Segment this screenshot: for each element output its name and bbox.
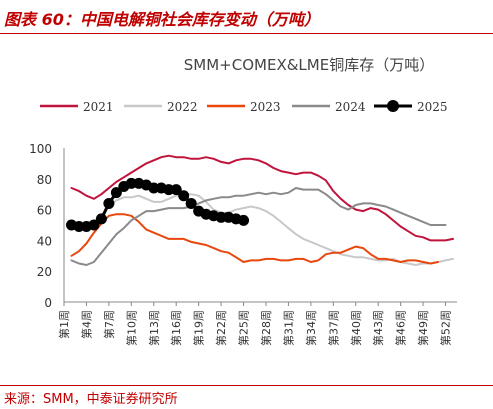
x-tick-label: 第46周: [394, 310, 408, 346]
source-note: 来源：SMM，中泰证券研究所: [4, 392, 178, 407]
y-tick-label: 80: [37, 173, 52, 187]
legend: 2021 2022 2023 2024 2025: [40, 100, 448, 114]
copper-inventory-line-chart: SMM+COMEX&LME铜库存（万吨） 2021 2022 2023 2024 202…: [29, 56, 457, 346]
data-point-2025: [178, 190, 190, 202]
x-tick-label: 第4周: [79, 310, 93, 339]
data-point-2025: [238, 214, 250, 226]
x-tick-label: 第43周: [371, 310, 385, 346]
x-tick-label: 第25周: [237, 310, 251, 346]
y-tick-label: 100: [29, 142, 52, 156]
legend-label-2022: 2022: [167, 100, 198, 114]
series-line-2023: [70, 213, 439, 265]
y-tick-label: 60: [37, 204, 52, 218]
legend-label-2024: 2024: [335, 100, 366, 114]
chart-title: SMM+COMEX&LME铜库存（万吨）: [184, 56, 434, 74]
x-tick-label: 第52周: [439, 310, 453, 346]
x-tick-label: 第34周: [304, 310, 318, 346]
x-tick-label: 第13周: [147, 310, 161, 346]
y-tick-label: 0: [44, 296, 52, 310]
legend-label-2023: 2023: [250, 100, 281, 114]
source-divider: [0, 385, 493, 386]
x-tick-label: 第49周: [416, 310, 430, 346]
x-tick-label: 第10周: [124, 310, 138, 346]
x-tick-label: 第16周: [169, 310, 183, 346]
data-point-2025: [170, 184, 182, 196]
x-tick-label: 第28周: [259, 310, 273, 346]
x-tick-label: 第7周: [102, 310, 116, 339]
title-divider: [0, 33, 493, 34]
axes: 0 20 40 60 80 100 第1周 第4周 第7周 第10周 第13周 第16周 第19周 第22…: [29, 142, 457, 346]
legend-label-2025: 2025: [417, 100, 448, 114]
legend-label-2021: 2021: [83, 100, 114, 114]
series-group: [65, 154, 454, 266]
data-point-2025: [88, 219, 100, 231]
x-tick-label: 第1周: [57, 310, 71, 339]
x-tick-label: 第31周: [281, 310, 295, 346]
y-tick-label: 20: [37, 265, 52, 279]
series-line-2022: [70, 193, 454, 266]
series-line-2024: [70, 187, 447, 266]
data-point-2025: [103, 197, 115, 209]
figure-title: 图表 60：中国电解铜社会库存变动（万吨）: [4, 10, 320, 29]
data-point-2025: [95, 213, 107, 225]
legend-marker-2025: [387, 100, 399, 112]
x-tick-label: 第19周: [192, 310, 206, 346]
x-tick-label: 第37周: [326, 310, 340, 346]
x-tick-label: 第40周: [349, 310, 363, 346]
x-tick-label: 第22周: [214, 310, 228, 346]
series-line-2021: [70, 154, 454, 242]
y-tick-label: 40: [37, 234, 52, 248]
data-point-2025: [185, 197, 197, 209]
data-point-2025: [110, 187, 122, 199]
